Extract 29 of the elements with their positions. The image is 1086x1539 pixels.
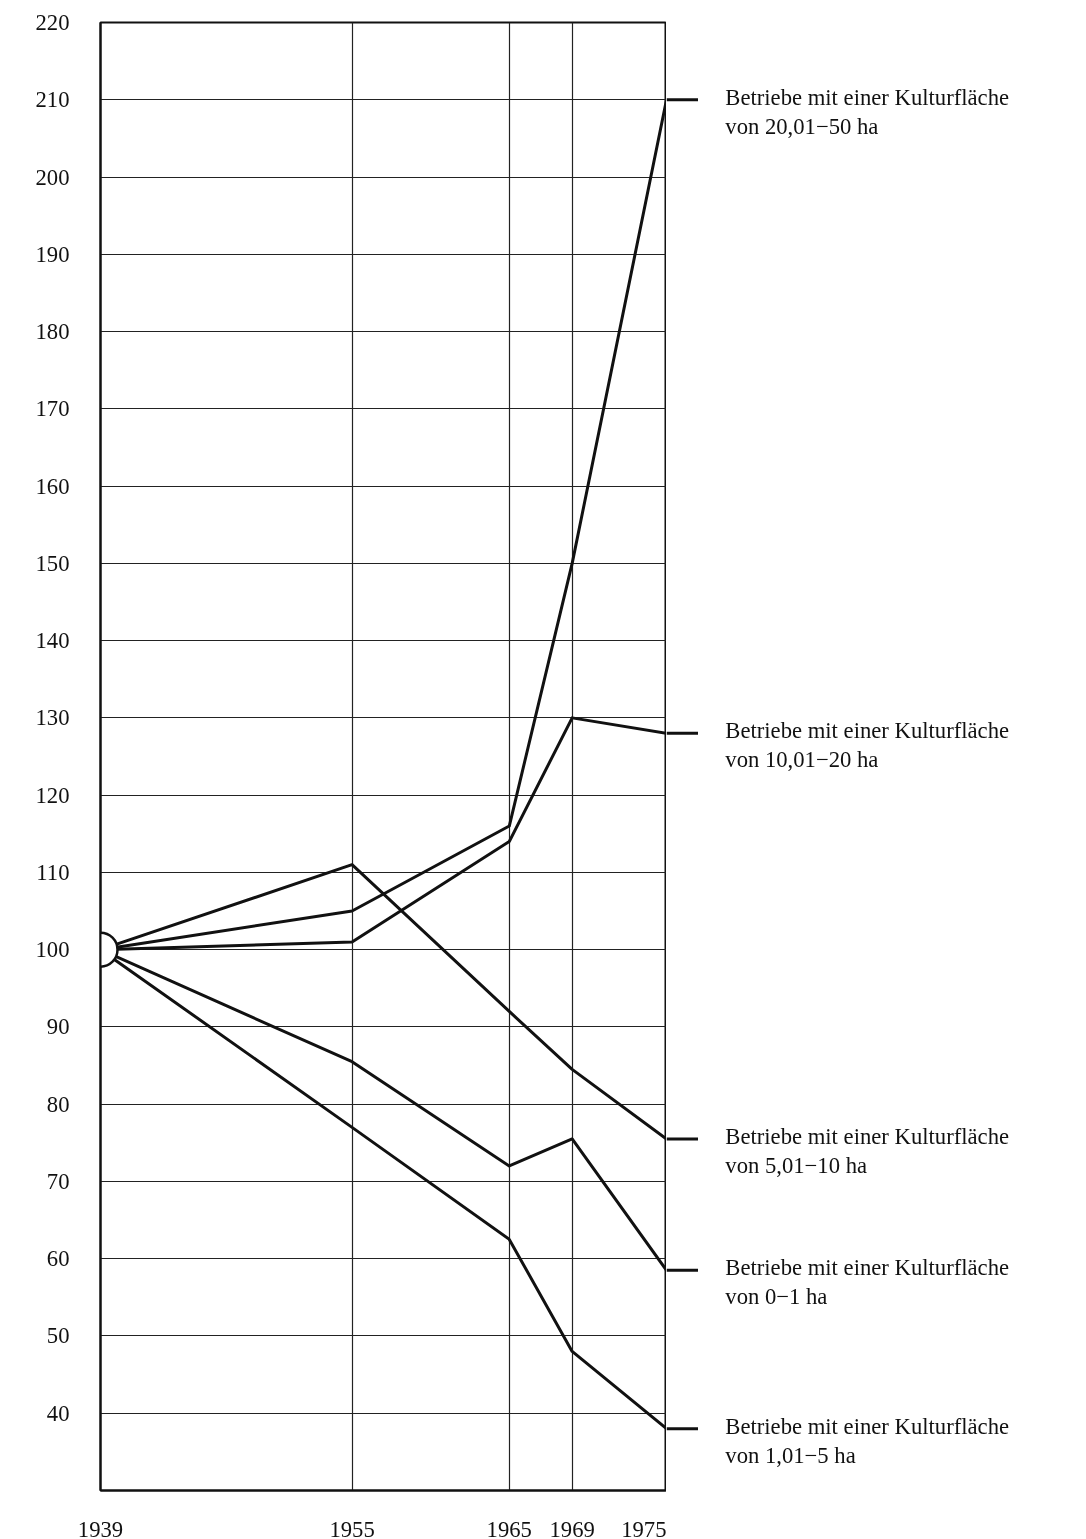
- x-tick-label: 1965: [486, 1516, 532, 1539]
- legend-label: Betriebe mit einer Kulturfläche von 0−1 ha: [725, 1255, 1010, 1310]
- y-tick-label: 120: [35, 782, 70, 808]
- y-tick-label: 90: [46, 1014, 70, 1040]
- y-tick-label: 150: [35, 550, 70, 576]
- y-tick-label: 60: [46, 1246, 70, 1272]
- x-tick-label: 1969: [549, 1516, 595, 1539]
- y-tick-label: 180: [35, 319, 70, 345]
- y-tick-label: 110: [36, 859, 70, 885]
- x-tick-label: 1939: [77, 1516, 124, 1539]
- y-tick-label: 70: [46, 1168, 70, 1194]
- y-tick-label: 200: [35, 164, 70, 190]
- legend-label: Betriebe mit einer Kulturfläche von 1,01−5 ha: [725, 1413, 1010, 1468]
- legend-label: Betriebe mit einer Kulturfläche von 5,01−10 ha: [725, 1124, 1010, 1178]
- y-tick-label: 100: [35, 937, 70, 963]
- y-tick-label: 190: [35, 241, 70, 267]
- y-tick-label: 40: [46, 1400, 70, 1426]
- y-tick-label: 50: [46, 1323, 70, 1349]
- legend-label: Betriebe mit einer Kulturfläche von 20,01−50 ha: [725, 84, 1010, 139]
- x-tick-label: 1955: [329, 1516, 375, 1539]
- y-tick-label: 130: [35, 705, 70, 731]
- y-tick-label: 170: [35, 396, 70, 422]
- legend-label: Betriebe mit einer Kulturfläche von 10,01−20 ha: [725, 718, 1010, 773]
- y-tick-label: 220: [35, 10, 70, 35]
- y-tick-label: 80: [46, 1091, 70, 1117]
- y-tick-label: 160: [35, 473, 70, 499]
- y-tick-label: 140: [35, 628, 70, 654]
- x-tick-label: 1975: [621, 1516, 667, 1539]
- y-tick-label: 210: [35, 87, 70, 113]
